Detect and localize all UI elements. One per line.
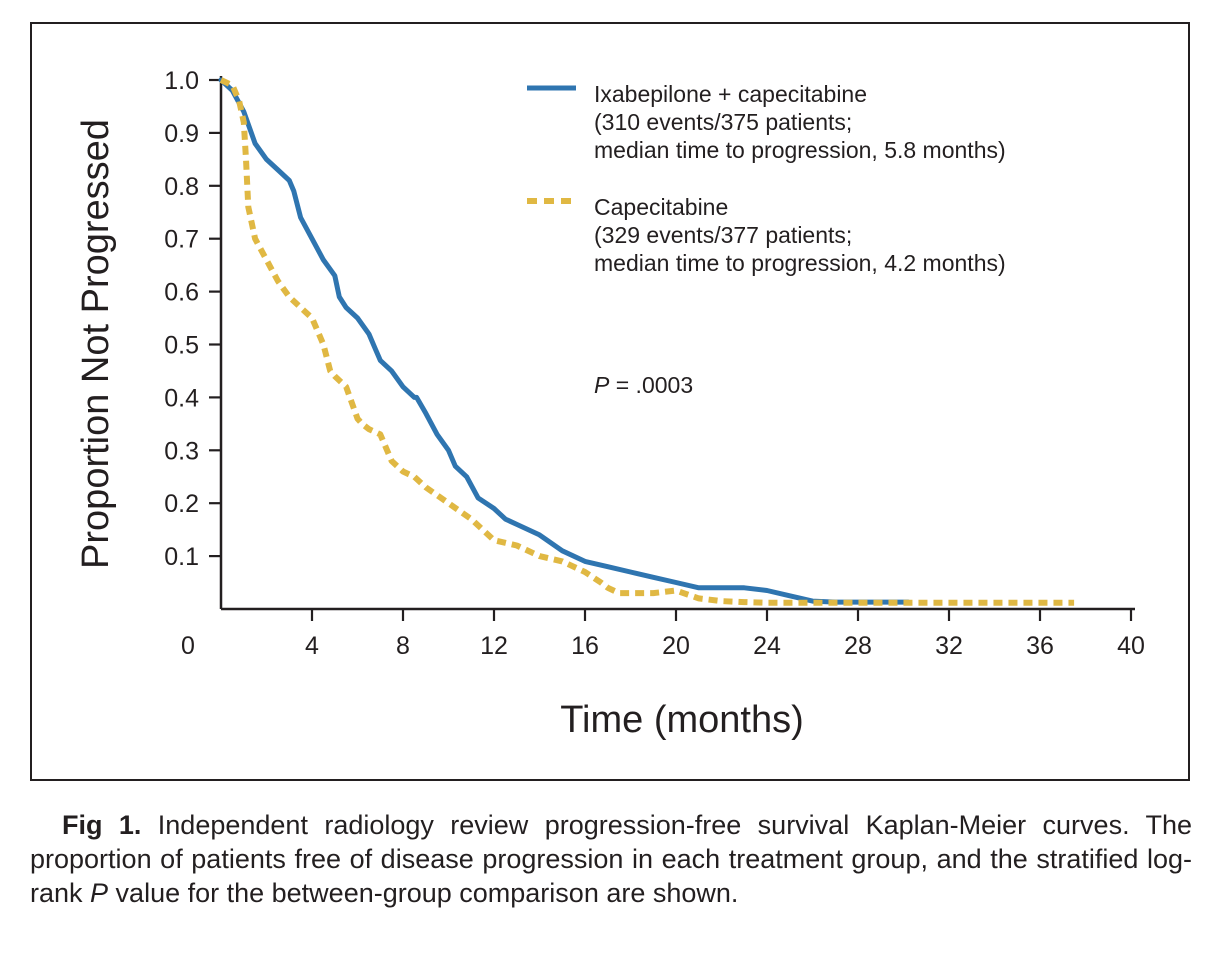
y-axis-title: Proportion Not Progressed (75, 119, 117, 569)
legend-series-note: (310 events/375 patients; (594, 109, 852, 135)
series-line-ixabepilone-capecitabine (218, 77, 911, 605)
caption-text-end: value for the between-group comparison a… (108, 878, 739, 908)
y-tick-label: 0.4 (164, 384, 199, 412)
x-tick-label: 28 (844, 632, 872, 660)
p-value-annotation: P = .0003 (594, 372, 693, 398)
caption-text: Independent radiology review progression… (30, 810, 1192, 908)
axes (219, 76, 1135, 611)
kaplan-meier-chart: 0.1 0.2 0.3 0.4 0.5 0.6 0.7 0.8 0.9 1.0 4 8 12 16 20 24… (75, 67, 1145, 741)
legend-series-name: Capecitabine (594, 194, 728, 220)
y-tick-label: 0.3 (164, 437, 199, 465)
p-value-number: = .0003 (609, 372, 693, 398)
y-tick-label: 0.5 (164, 332, 199, 360)
legend-series-name: Ixabepilone + capecitabine (594, 81, 867, 107)
x-tick-label: 40 (1117, 632, 1145, 660)
caption-label: Fig 1. (62, 810, 142, 840)
y-tick-label: 0.2 (164, 490, 199, 518)
x-axis-title: Time (months) (560, 699, 804, 741)
x-tick-label: 12 (480, 632, 508, 660)
figure-caption: Fig 1. Independent radiology review prog… (30, 808, 1192, 910)
x-tick-label: 24 (753, 632, 781, 660)
y-tick-label: 0.8 (164, 173, 199, 201)
survival-curves (218, 77, 1075, 606)
figure-frame (30, 22, 1190, 781)
y-tick-label: 0.7 (164, 226, 199, 254)
legend: Ixabepilone + capecitabine(310 events/37… (527, 81, 1006, 276)
y-tick-label: 0.6 (164, 279, 199, 307)
x-tick-label: 36 (1026, 632, 1054, 660)
x-tick-label: 32 (935, 632, 963, 660)
legend-series-note: median time to progression, 4.2 months) (594, 250, 1006, 276)
caption-p-symbol: P (90, 878, 109, 908)
y-tick-label: 0.9 (164, 120, 199, 148)
x-tick-label: 8 (396, 632, 410, 660)
y-tick-label: 0.1 (164, 543, 199, 571)
x-tick-label: 16 (571, 632, 599, 660)
y-tick-label: 1.0 (164, 67, 199, 95)
ticks: 0.1 0.2 0.3 0.4 0.5 0.6 0.7 0.8 0.9 1.0 4 8 12 16 20 24… (164, 67, 1145, 660)
series-line-capecitabine (219, 77, 1075, 606)
x-tick-label: 20 (662, 632, 690, 660)
origin-label: 0 (181, 632, 195, 660)
x-tick-label: 4 (305, 632, 319, 660)
legend-series-note: median time to progression, 5.8 months) (594, 137, 1006, 163)
p-value-symbol: P (594, 372, 610, 398)
legend-series-note: (329 events/377 patients; (594, 222, 852, 248)
